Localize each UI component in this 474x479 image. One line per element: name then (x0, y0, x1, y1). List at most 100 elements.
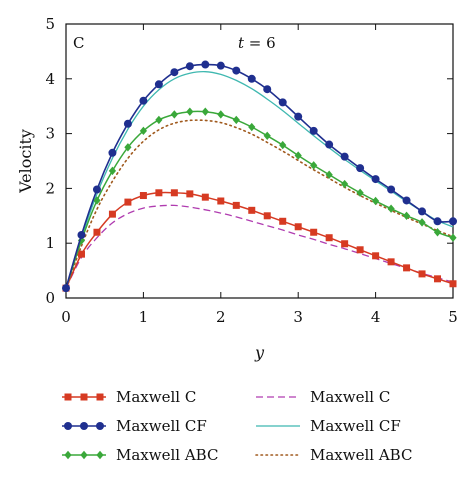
y-tick-label: 4 (45, 70, 55, 88)
plot-frame (65, 23, 454, 299)
legend-label: Maxwell ABC (310, 446, 412, 464)
time-annotation: t = 6 (238, 34, 276, 52)
data-point (232, 66, 241, 75)
legend-marker (80, 393, 88, 401)
data-point (372, 196, 380, 206)
data-point (124, 198, 132, 206)
data-point (93, 196, 101, 205)
data-point (433, 217, 442, 226)
x-tick-label: 0 (61, 308, 71, 326)
data-point (232, 115, 240, 125)
y-tick-label: 1 (45, 234, 55, 252)
data-point (433, 228, 442, 237)
data-point (325, 234, 333, 242)
data-point (372, 252, 380, 260)
data-point (356, 246, 364, 254)
y-tick-label: 0 (45, 289, 55, 307)
data-point (201, 60, 210, 69)
data-point (387, 185, 396, 194)
time-annotation-value: = 6 (244, 34, 276, 52)
data-point (108, 166, 117, 176)
data-point (232, 201, 240, 209)
data-point (294, 112, 303, 121)
legend-item: Maxwell ABC (255, 446, 412, 464)
data-point (216, 61, 225, 70)
series-2 (62, 107, 457, 293)
data-point (139, 96, 148, 105)
data-point (279, 140, 287, 150)
legend-label: Maxwell ABC (116, 446, 218, 464)
x-tick-label: 1 (139, 308, 149, 326)
axis-ticks: 0 1 2 3 4 5 0 1 2 3 4 5 (45, 15, 457, 326)
series-0 (62, 189, 457, 292)
data-point (325, 170, 333, 179)
data-point (124, 143, 132, 152)
legend-item: Maxwell C (62, 388, 196, 406)
data-point (155, 115, 163, 125)
data-point (108, 148, 117, 157)
data-point (387, 204, 395, 213)
data-point (201, 107, 209, 116)
y-tick-label: 2 (45, 179, 55, 197)
data-point (77, 250, 85, 258)
data-point (139, 192, 147, 200)
legend: Maxwell C Maxwell CF Maxwell ABC Maxwell C M… (62, 388, 412, 464)
data-point (108, 210, 116, 218)
data-point (449, 217, 457, 226)
data-point (356, 164, 365, 173)
data-point (418, 270, 426, 278)
series-4 (65, 71, 454, 289)
y-tick-label: 5 (45, 15, 55, 33)
legend-label: Maxwell CF (310, 417, 401, 435)
data-point (263, 212, 271, 220)
data-point (170, 110, 178, 119)
data-point (186, 107, 194, 116)
data-point (139, 126, 147, 136)
legend-label: Maxwell C (310, 388, 390, 406)
data-point (77, 230, 86, 239)
data-point (248, 122, 256, 132)
data-point (310, 161, 318, 170)
series-line (65, 204, 454, 289)
data-point (154, 80, 163, 89)
data-point (93, 228, 101, 236)
series-3 (65, 204, 454, 289)
data-point (294, 151, 302, 160)
data-point (387, 258, 395, 266)
data-point (310, 228, 318, 236)
data-point (403, 264, 411, 272)
data-point (201, 193, 209, 201)
series-line (65, 63, 454, 289)
data-point (434, 275, 442, 283)
data-point (155, 189, 163, 197)
legend-marker (64, 393, 72, 401)
legend-item: Maxwell CF (256, 417, 401, 435)
data-point (402, 211, 411, 220)
panel-label: C (73, 34, 84, 52)
data-point (170, 68, 179, 77)
data-point (217, 110, 225, 119)
data-point (263, 131, 271, 140)
data-point (341, 240, 349, 248)
data-point (341, 179, 349, 189)
legend-marker (64, 422, 72, 430)
data-point (356, 188, 364, 197)
series-line (65, 191, 454, 289)
data-point (449, 280, 457, 288)
series-line (65, 71, 454, 289)
legend-marker (96, 450, 104, 460)
data-point (185, 62, 194, 71)
x-tick-label: 3 (293, 308, 303, 326)
data-point (371, 175, 380, 184)
legend-marker (96, 393, 104, 401)
data-point (248, 206, 256, 214)
data-point (186, 190, 194, 198)
data-point (278, 98, 287, 107)
data-point (92, 185, 101, 194)
legend-marker (80, 450, 88, 460)
legend-item: Maxwell ABC (62, 446, 218, 464)
data-point (247, 74, 256, 83)
data-point (340, 152, 349, 161)
data-point (294, 223, 302, 231)
legend-marker (96, 422, 104, 430)
